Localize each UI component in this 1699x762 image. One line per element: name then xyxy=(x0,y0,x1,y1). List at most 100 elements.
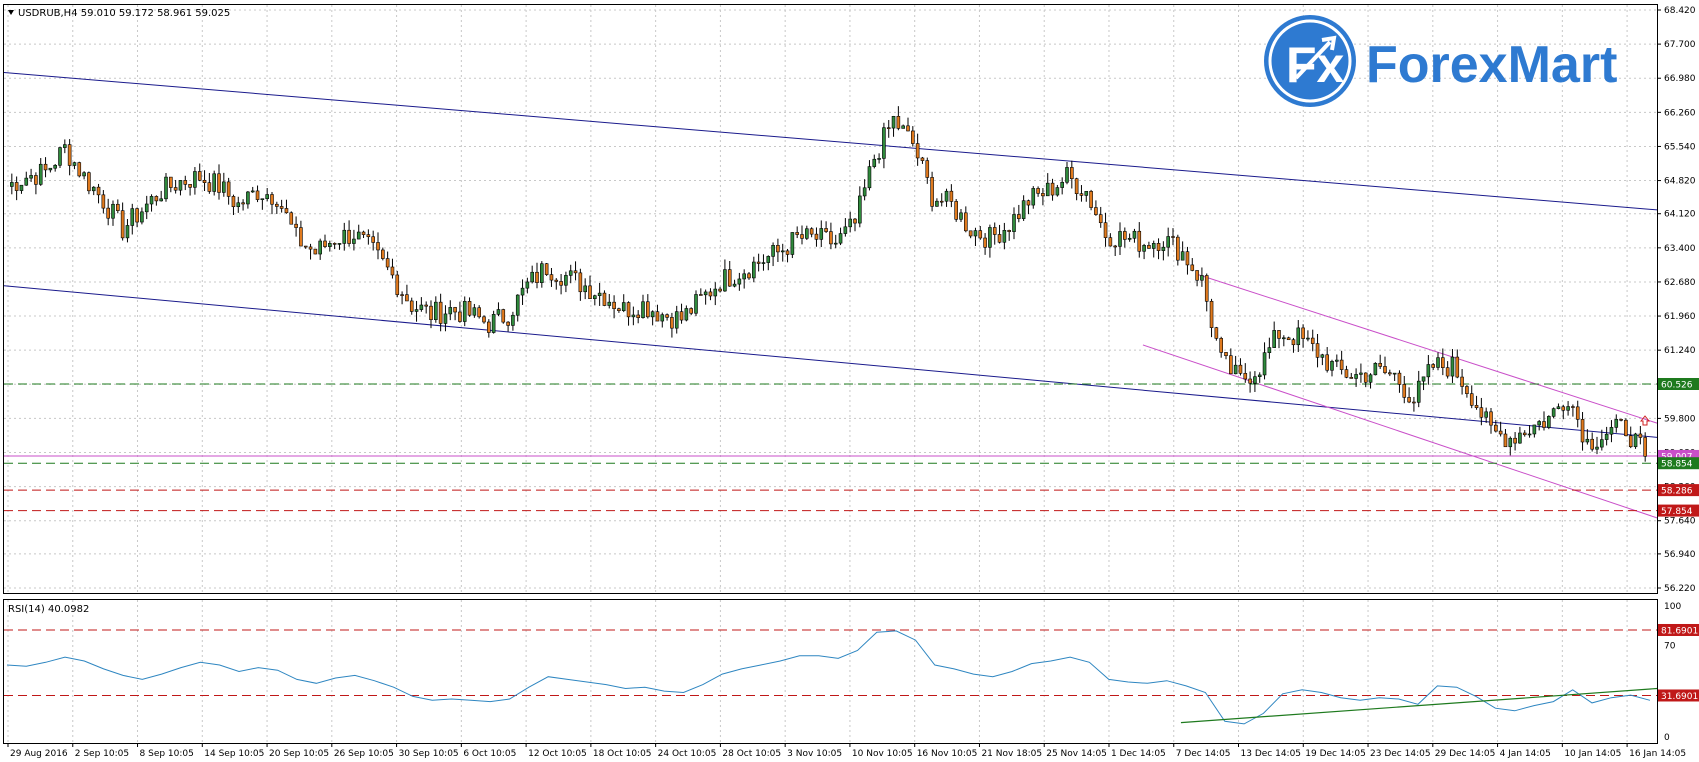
x-tick-label: 7 Dec 14:05 xyxy=(1176,749,1231,759)
candle-down xyxy=(1344,369,1349,378)
y-tick-label: 64.820 xyxy=(1664,177,1696,187)
candle-up xyxy=(742,273,746,280)
candle-up xyxy=(1132,230,1137,239)
candle-down xyxy=(482,316,486,323)
candle-down xyxy=(1522,432,1527,436)
candle-up xyxy=(621,302,626,312)
candle-down xyxy=(1455,356,1460,378)
x-tick-label: 8 Sep 10:05 xyxy=(140,749,194,759)
candle-up xyxy=(1127,237,1132,240)
candle-down xyxy=(101,194,106,209)
candle-down xyxy=(756,261,761,264)
candle-up xyxy=(149,196,154,205)
candle-down xyxy=(395,274,400,295)
candle-up xyxy=(959,212,963,220)
candle-down xyxy=(1137,230,1142,252)
candle-up xyxy=(342,229,347,244)
candle-up xyxy=(472,307,477,316)
y-tick-label: 66.260 xyxy=(1664,108,1696,118)
candle-up xyxy=(641,301,645,318)
rsi-y-tick-label: 100 xyxy=(1664,602,1681,612)
candle-up xyxy=(583,285,587,293)
x-tick-label: 24 Oct 10:05 xyxy=(658,749,717,759)
candle-down xyxy=(1489,411,1493,426)
symbol-ohlc-label: USDRUB,H4 59.010 59.172 58.961 59.025 xyxy=(18,8,230,19)
candle-up xyxy=(1392,372,1397,375)
candle-up xyxy=(1359,372,1363,375)
candle-up xyxy=(250,190,255,193)
candle-up xyxy=(1330,361,1334,371)
candle-up xyxy=(159,198,163,202)
rsi-level-label: 81.6901 xyxy=(1661,626,1698,636)
candle-down xyxy=(1301,327,1305,339)
candle-up xyxy=(491,314,496,333)
candle-up xyxy=(58,147,62,166)
candle-down xyxy=(1070,167,1074,179)
candle-down xyxy=(1108,237,1113,247)
x-tick-label: 1 Dec 14:05 xyxy=(1111,749,1166,759)
candle-up xyxy=(1595,446,1599,450)
y-tick-label: 59.800 xyxy=(1664,414,1696,424)
x-tick-label: 10 Nov 10:05 xyxy=(852,749,913,759)
candle-up xyxy=(988,227,992,248)
candle-down xyxy=(930,177,934,207)
grid xyxy=(4,5,1657,743)
candle-down xyxy=(197,171,202,181)
up-arrow-icon xyxy=(1639,415,1651,426)
candle-up xyxy=(212,173,216,192)
candle-up xyxy=(1021,200,1026,219)
candle-up xyxy=(650,311,655,318)
candle-up xyxy=(703,291,708,296)
candle-down xyxy=(202,179,207,183)
candle-down xyxy=(785,250,790,255)
x-tick-label: 4 Jan 14:05 xyxy=(1500,749,1551,759)
candle-down xyxy=(911,130,915,144)
candle-down xyxy=(231,196,236,208)
candle-down xyxy=(77,162,82,177)
candle-down xyxy=(366,234,371,238)
candle-up xyxy=(901,125,905,129)
candle-up xyxy=(356,231,361,240)
candle-down xyxy=(87,172,91,192)
x-tick-label: 6 Oct 10:05 xyxy=(463,749,516,759)
candle-down xyxy=(829,231,833,245)
candle-down xyxy=(1325,354,1329,371)
candle-down xyxy=(1229,355,1233,375)
candle-down xyxy=(578,272,583,293)
candle-down xyxy=(332,243,337,245)
rsi-level-tag xyxy=(1658,689,1699,702)
candle-down xyxy=(1638,433,1643,438)
candle-down xyxy=(1224,352,1228,356)
candle-down xyxy=(997,234,1002,243)
candle-up xyxy=(91,186,96,192)
candle-up xyxy=(10,182,14,187)
x-tick-label: 2 Sep 10:05 xyxy=(75,749,129,759)
candle-down xyxy=(1171,236,1175,238)
forexmart-logo: Fx ForexMart xyxy=(1264,15,1617,107)
candle-down xyxy=(925,160,930,178)
candle-down xyxy=(1204,275,1209,302)
candle-down xyxy=(96,186,101,196)
candle-down xyxy=(1248,378,1252,384)
candle-down xyxy=(1580,419,1585,443)
rsi-trendline xyxy=(1180,687,1658,724)
candle-up xyxy=(593,295,597,300)
candle-up xyxy=(732,283,737,287)
candle-down xyxy=(303,245,308,248)
candle-down xyxy=(727,269,732,287)
rsi-panel-frame xyxy=(3,599,1658,744)
candle-down xyxy=(992,227,997,235)
candle-up xyxy=(935,200,939,207)
candle-down xyxy=(1315,343,1320,358)
candle-down xyxy=(612,301,616,310)
rsi-label: RSI(14) 40.0982 xyxy=(8,604,89,615)
candle-up xyxy=(1518,432,1522,444)
candle-up xyxy=(1161,246,1166,251)
dropdown-triangle-icon[interactable] xyxy=(8,10,14,15)
candle-down xyxy=(1407,397,1411,403)
candle-down xyxy=(289,212,294,225)
rsi-y-tick-label: 0 xyxy=(1664,733,1670,743)
candle-down xyxy=(1041,193,1045,197)
y-tick-label: 64.120 xyxy=(1664,210,1696,220)
